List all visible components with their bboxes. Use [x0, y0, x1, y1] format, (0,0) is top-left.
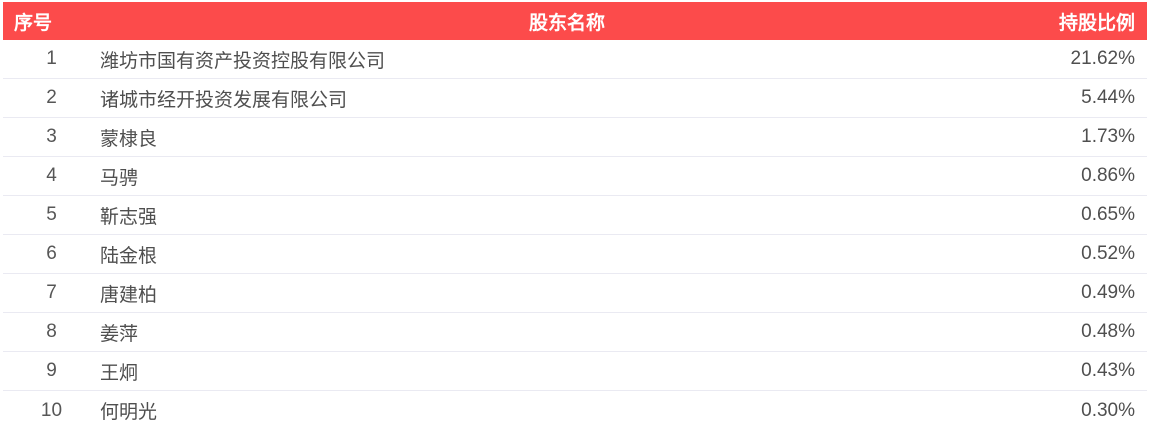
shareholder-name: 蒙棣良 — [100, 128, 158, 150]
table-row: 8 姜萍 0.48% — [3, 313, 1147, 352]
column-header-shareholder-name: 股东名称 — [528, 12, 605, 34]
shareholding-ratio: 1.73% — [1081, 126, 1135, 147]
shareholder-name: 何明光 — [100, 402, 158, 423]
shareholder-name: 唐建柏 — [100, 284, 158, 306]
shareholding-ratio: 0.48% — [1081, 321, 1135, 342]
shareholder-table: 序号 股东名称 持股比例 1 潍坊市国有资产投资控股有限公司 21.62% 2 … — [3, 2, 1147, 430]
shareholder-name: 靳志强 — [100, 206, 158, 228]
shareholding-ratio: 0.65% — [1081, 204, 1135, 225]
table-row: 9 王炯 0.43% — [3, 352, 1147, 391]
shareholder-name: 马骋 — [100, 167, 139, 189]
column-header-shareholding-ratio: 持股比例 — [1058, 12, 1135, 34]
shareholding-ratio: 0.86% — [1081, 165, 1135, 186]
shareholding-ratio: 21.62% — [1070, 48, 1135, 69]
shareholder-name: 陆金根 — [100, 245, 158, 267]
row-index: 9 — [46, 360, 57, 381]
row-index: 3 — [46, 126, 57, 147]
shareholding-ratio: 0.52% — [1081, 243, 1135, 264]
row-index: 10 — [40, 399, 63, 421]
table-row: 4 马骋 0.86% — [3, 157, 1147, 196]
shareholding-ratio: 0.43% — [1081, 360, 1135, 381]
shareholder-name: 王炯 — [100, 362, 139, 384]
shareholding-ratio: 0.49% — [1081, 282, 1135, 303]
row-index: 8 — [46, 321, 57, 342]
shareholder-name: 潍坊市国有资产投资控股有限公司 — [100, 50, 386, 72]
row-index: 7 — [46, 282, 57, 303]
table-row: 7 唐建柏 0.49% — [3, 274, 1147, 313]
row-index: 1 — [46, 48, 57, 69]
shareholder-name: 姜萍 — [100, 323, 139, 345]
row-index: 5 — [46, 204, 57, 225]
table-row: 10 何明光 0.30% — [3, 391, 1147, 430]
row-index: 6 — [46, 243, 57, 264]
table-row: 3 蒙棣良 1.73% — [3, 118, 1147, 157]
shareholding-ratio: 0.30% — [1081, 399, 1135, 421]
table-row: 6 陆金根 0.52% — [3, 235, 1147, 274]
row-index: 2 — [46, 87, 57, 108]
table-row: 2 诸城市经开投资发展有限公司 5.44% — [3, 79, 1147, 118]
table-row: 1 潍坊市国有资产投资控股有限公司 21.62% — [3, 40, 1147, 79]
shareholder-name: 诸城市经开投资发展有限公司 — [100, 89, 348, 111]
table-row: 5 靳志强 0.65% — [3, 196, 1147, 235]
table-header-row: 序号 股东名称 持股比例 — [3, 2, 1147, 40]
column-header-index: 序号 — [14, 12, 53, 34]
shareholding-ratio: 5.44% — [1081, 87, 1135, 108]
row-index: 4 — [46, 165, 57, 186]
